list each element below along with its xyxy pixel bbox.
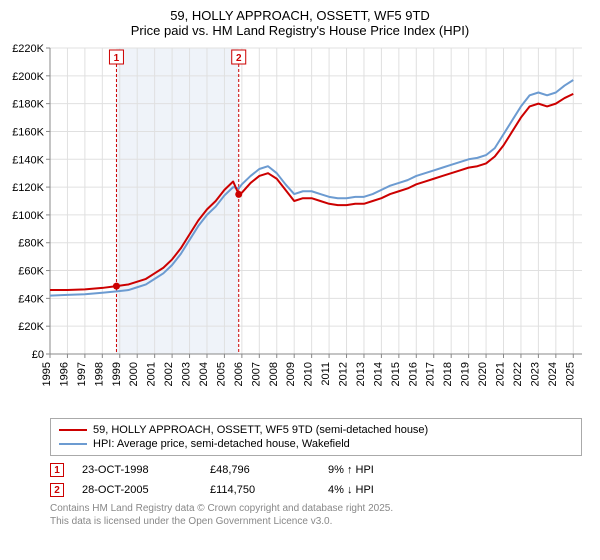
svg-text:2004: 2004 xyxy=(198,362,210,386)
svg-text:£100K: £100K xyxy=(12,210,44,222)
svg-text:£80K: £80K xyxy=(18,238,44,250)
svg-text:2: 2 xyxy=(236,53,242,64)
chart-container: 59, HOLLY APPROACH, OSSETT, WF5 9TD Pric… xyxy=(0,0,600,528)
event-price: £114,750 xyxy=(210,484,310,496)
svg-text:£0: £0 xyxy=(32,349,44,361)
svg-text:£220K: £220K xyxy=(12,43,44,55)
svg-text:£40K: £40K xyxy=(18,293,44,305)
title-subtitle: Price paid vs. HM Land Registry's House … xyxy=(0,23,600,38)
attribution: Contains HM Land Registry data © Crown c… xyxy=(50,502,582,528)
event-date: 28-OCT-2005 xyxy=(82,484,192,496)
svg-text:£20K: £20K xyxy=(18,321,44,333)
svg-text:1995: 1995 xyxy=(41,362,53,386)
legend-item: HPI: Average price, semi-detached house,… xyxy=(59,437,573,451)
event-diff: 9% ↑ HPI xyxy=(328,464,374,476)
svg-text:2025: 2025 xyxy=(564,362,576,386)
chart-title: 59, HOLLY APPROACH, OSSETT, WF5 9TD Pric… xyxy=(0,0,600,42)
svg-text:2009: 2009 xyxy=(285,362,297,386)
svg-text:2017: 2017 xyxy=(425,362,437,386)
event-diff: 4% ↓ HPI xyxy=(328,484,374,496)
svg-text:1: 1 xyxy=(114,53,120,64)
legend-label: HPI: Average price, semi-detached house,… xyxy=(93,438,350,450)
svg-text:2007: 2007 xyxy=(250,362,262,386)
legend: 59, HOLLY APPROACH, OSSETT, WF5 9TD (sem… xyxy=(50,418,582,456)
svg-text:2021: 2021 xyxy=(495,362,507,386)
svg-text:£60K: £60K xyxy=(18,266,44,278)
event-marker: 1 xyxy=(50,463,64,477)
svg-text:2011: 2011 xyxy=(320,362,332,386)
svg-text:2000: 2000 xyxy=(128,362,140,386)
svg-text:£160K: £160K xyxy=(12,126,44,138)
svg-text:2005: 2005 xyxy=(215,362,227,386)
attribution-line2: This data is licensed under the Open Gov… xyxy=(50,515,582,528)
svg-text:2012: 2012 xyxy=(338,362,350,386)
svg-text:2008: 2008 xyxy=(268,362,280,386)
legend-label: 59, HOLLY APPROACH, OSSETT, WF5 9TD (sem… xyxy=(93,424,428,436)
event-row: 1 23-OCT-1998 £48,796 9% ↑ HPI xyxy=(50,460,582,480)
legend-swatch xyxy=(59,443,87,445)
legend-swatch xyxy=(59,429,87,431)
svg-text:2016: 2016 xyxy=(407,362,419,386)
svg-text:1996: 1996 xyxy=(58,362,70,386)
title-address: 59, HOLLY APPROACH, OSSETT, WF5 9TD xyxy=(0,8,600,23)
event-row: 2 28-OCT-2005 £114,750 4% ↓ HPI xyxy=(50,480,582,500)
svg-text:2018: 2018 xyxy=(442,362,454,386)
svg-text:2020: 2020 xyxy=(477,362,489,386)
svg-text:£200K: £200K xyxy=(12,71,44,83)
svg-text:1999: 1999 xyxy=(111,362,123,386)
svg-text:2013: 2013 xyxy=(355,362,367,386)
plot-area: £0 £20K £40K £60K £80K £100K £120K £140K £160K £1… xyxy=(0,42,600,412)
svg-text:2022: 2022 xyxy=(512,362,524,386)
svg-text:1997: 1997 xyxy=(76,362,88,386)
event-price: £48,796 xyxy=(210,464,310,476)
svg-text:£120K: £120K xyxy=(12,182,44,194)
legend-item: 59, HOLLY APPROACH, OSSETT, WF5 9TD (sem… xyxy=(59,423,573,437)
svg-text:2019: 2019 xyxy=(460,362,472,386)
chart-svg: £0 £20K £40K £60K £80K £100K £120K £140K £160K £1… xyxy=(0,42,600,412)
attribution-line1: Contains HM Land Registry data © Crown c… xyxy=(50,502,582,515)
svg-text:2001: 2001 xyxy=(146,362,158,386)
svg-text:2010: 2010 xyxy=(303,362,315,386)
svg-text:2015: 2015 xyxy=(390,362,402,386)
event-date: 23-OCT-1998 xyxy=(82,464,192,476)
svg-text:2014: 2014 xyxy=(372,362,384,386)
svg-text:2006: 2006 xyxy=(233,362,245,386)
svg-text:1998: 1998 xyxy=(93,362,105,386)
svg-text:2002: 2002 xyxy=(163,362,175,386)
svg-text:£140K: £140K xyxy=(12,154,44,166)
event-marker: 2 xyxy=(50,483,64,497)
svg-text:2003: 2003 xyxy=(181,362,193,386)
svg-text:2023: 2023 xyxy=(529,362,541,386)
svg-text:2024: 2024 xyxy=(547,362,559,386)
event-list: 1 23-OCT-1998 £48,796 9% ↑ HPI 2 28-OCT-2005 £… xyxy=(50,460,582,500)
svg-text:£180K: £180K xyxy=(12,99,44,111)
